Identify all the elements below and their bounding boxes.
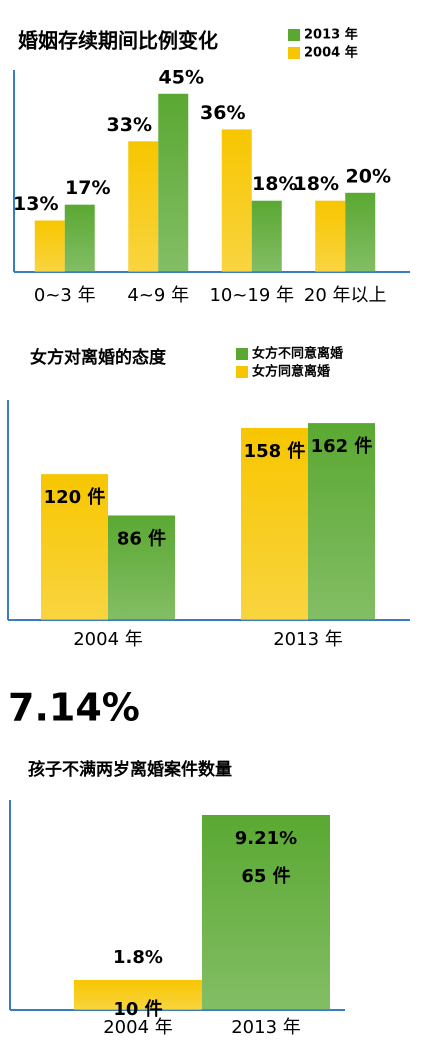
x-tick-label: 20 年以上 bbox=[304, 285, 387, 306]
bar bbox=[345, 192, 376, 272]
bar bbox=[64, 204, 95, 272]
value-label: 162 件 bbox=[311, 435, 373, 457]
bar bbox=[108, 515, 175, 620]
share-label: 1.8% bbox=[113, 947, 163, 968]
headline: 7.14% bbox=[8, 686, 140, 730]
value-label: 33% bbox=[107, 114, 152, 136]
value-label: 13% bbox=[13, 193, 58, 215]
x-tick-label: 2013 年 bbox=[231, 1017, 301, 1038]
legend-label: 2004 年 bbox=[304, 45, 358, 61]
value-label: 36% bbox=[200, 102, 245, 124]
value-label: 120 件 bbox=[44, 486, 106, 508]
value-label: 65 件 bbox=[241, 865, 290, 887]
chart-title: 孩子不满两岁离婚案件数量 bbox=[28, 759, 232, 780]
bar bbox=[202, 815, 330, 1010]
bar bbox=[241, 427, 308, 620]
share-label: 9.21% bbox=[235, 828, 297, 849]
x-tick-label: 2004 年 bbox=[73, 629, 143, 650]
value-label: 10 件 bbox=[113, 998, 162, 1020]
bar bbox=[315, 200, 346, 272]
bar bbox=[34, 220, 65, 272]
x-tick-label: 4~9 年 bbox=[127, 285, 189, 306]
bar bbox=[128, 141, 159, 272]
value-label: 20% bbox=[346, 165, 391, 187]
value-label: 45% bbox=[159, 66, 204, 88]
bar bbox=[221, 129, 252, 272]
legend-label: 女方同意离婚 bbox=[252, 364, 330, 380]
x-tick-label: 10~19 年 bbox=[209, 285, 294, 306]
value-label: 18% bbox=[252, 173, 297, 195]
chart-title: 婚姻存续期间比例变化 bbox=[18, 29, 218, 53]
legend-swatch bbox=[236, 366, 248, 378]
chart-title: 女方对离婚的态度 bbox=[30, 347, 167, 368]
legend-label: 2013 年 bbox=[304, 27, 358, 43]
x-tick-label: 2013 年 bbox=[273, 629, 343, 650]
value-label: 18% bbox=[294, 173, 339, 195]
legend-swatch bbox=[288, 47, 300, 59]
bar bbox=[251, 200, 282, 272]
legend-swatch bbox=[236, 348, 248, 360]
x-tick-label: 0~3 年 bbox=[34, 285, 96, 306]
value-label: 158 件 bbox=[244, 440, 306, 462]
bar bbox=[158, 93, 189, 272]
x-tick-label: 2004 年 bbox=[103, 1017, 173, 1038]
legend-swatch bbox=[288, 29, 300, 41]
value-label: 17% bbox=[65, 177, 110, 199]
bar bbox=[41, 474, 108, 620]
bar bbox=[74, 980, 202, 1010]
bar bbox=[308, 423, 375, 620]
value-label: 86 件 bbox=[117, 527, 166, 549]
legend-label: 女方不同意离婚 bbox=[252, 346, 343, 362]
